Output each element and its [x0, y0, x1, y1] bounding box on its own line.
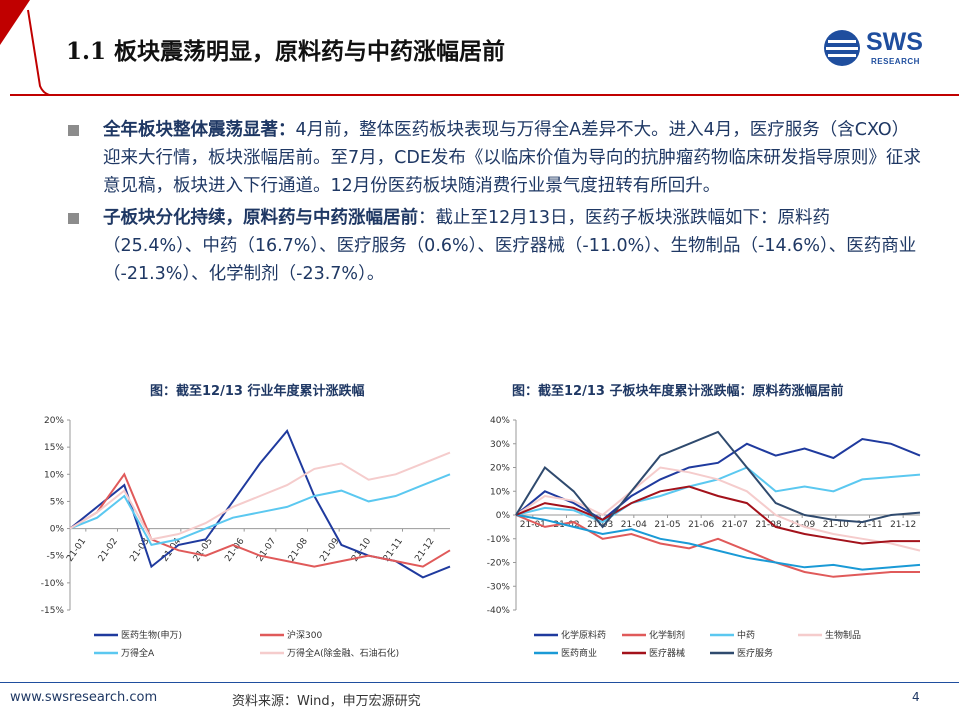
footer-divider: [0, 682, 959, 683]
series-line-2: [69, 473, 451, 547]
x-tick-label: 21-10: [823, 520, 849, 530]
y-tick-label: -30%: [487, 582, 511, 592]
legend-label: 万得全A: [121, 647, 155, 659]
legend-label: 沪深300: [287, 629, 322, 641]
y-tick-label: -20%: [487, 559, 511, 569]
title-bar-bg: [0, 0, 959, 96]
x-tick-label: 21-11: [856, 520, 882, 530]
bullet-item: 全年板块整体震荡显著：4月前，整体医药板块表现与万得全A差异不大。进入4月，医疗…: [66, 116, 926, 200]
sws-logo: SWS RESEARCH: [822, 24, 942, 74]
x-tick-label: 21-12: [890, 520, 916, 530]
x-tick-label: 21-01: [520, 520, 546, 530]
chart-2-title: 图：截至12/13 子板块年度累计涨跌幅：原料药涨幅居前: [512, 384, 844, 399]
x-tick-label: 21-08: [755, 520, 781, 530]
legend-label: 医疗服务: [737, 647, 773, 659]
y-tick-label: 10%: [490, 487, 510, 497]
bullet-text: ：截止至12月13日，医药子板块涨跌幅如下：原料药（25.4%）、中药（16.7…: [103, 208, 917, 284]
x-tick-label: 21-04: [621, 520, 647, 530]
series-line-1: [69, 472, 451, 568]
series-line-3: [69, 451, 451, 541]
x-tick-label: 21-05: [654, 520, 680, 530]
y-tick-label: 20%: [44, 416, 64, 426]
series-line-4: [515, 514, 921, 571]
y-tick-label: -5%: [46, 552, 64, 562]
legend-label: 医疗器械: [649, 647, 685, 659]
chart-1: 20%15%10%5%0%-5%-10%-15%21-01 21-02 21-03 2…: [41, 416, 451, 659]
y-tick-label: -40%: [487, 606, 511, 616]
logo-brand: SWS: [866, 28, 923, 56]
legend-label: 生物制品: [825, 629, 861, 641]
legend-label: 医药商业: [561, 647, 597, 659]
x-tick-label: 21-07: [722, 520, 748, 530]
page-title: 1.1 板块震荡明显，原料药与中药涨幅居前: [66, 38, 506, 65]
y-tick-label: 0%: [496, 511, 511, 521]
legend-label: 医药生物(申万): [121, 629, 182, 641]
y-tick-label: 30%: [490, 440, 510, 450]
y-tick-label: -15%: [41, 606, 65, 616]
logo-sub: RESEARCH: [871, 57, 920, 66]
page-number: 4: [912, 690, 920, 704]
y-tick-label: 10%: [44, 470, 64, 480]
bullet-text: 4月前，整体医药板块表现与万得全A差异不大。进入4月，医疗服务（含CXO）迎来大…: [103, 120, 921, 196]
x-tick-label: 21-08: [287, 536, 310, 563]
series-line-0: [515, 437, 921, 522]
chart-2: 40%30%20%10%0%-10%-20%-30%-40%21-01 21-02…: [487, 416, 921, 659]
y-tick-label: 0%: [50, 525, 65, 535]
chart-1-title: 图：截至12/13 行业年度累计涨跌幅: [150, 384, 365, 399]
x-tick-label: 21-06: [688, 520, 714, 530]
bullet-square-icon: [68, 125, 79, 136]
legend-label: 化学原料药: [561, 629, 606, 641]
y-tick-label: -10%: [487, 535, 511, 545]
y-tick-label: 5%: [50, 497, 65, 507]
x-tick-label: 21-02: [97, 537, 120, 564]
footer-source: 资料来源：Wind，申万宏源研究: [232, 694, 421, 709]
sws-logo-icon: [824, 30, 860, 66]
legend-label: 化学制剂: [649, 629, 685, 641]
bullet-square-icon: [68, 213, 79, 224]
legend-label: 万得全A(除金融、石油石化): [287, 647, 399, 659]
footer-url[interactable]: www.swsresearch.com: [10, 690, 158, 705]
bullet-list: 全年板块整体震荡显著：4月前，整体医药板块表现与万得全A差异不大。进入4月，医疗…: [66, 116, 926, 292]
series-line-3: [515, 466, 921, 552]
series-line-5: [515, 485, 920, 545]
y-tick-label: -10%: [41, 579, 65, 589]
x-tick-label: 21-01: [65, 537, 88, 564]
bullet-item: 子板块分化持续，原料药与中药涨幅居前：截止至12月13日，医药子板块涨跌幅如下：…: [66, 204, 926, 288]
y-tick-label: 20%: [490, 464, 510, 474]
y-tick-label: 40%: [490, 416, 510, 426]
bullet-lead: 子板块分化持续，原料药与中药涨幅居前: [103, 208, 418, 228]
series-line-1: [515, 514, 920, 578]
series-line-6: [515, 430, 921, 529]
y-tick-label: 15%: [44, 443, 64, 453]
bullet-lead: 全年板块整体震荡显著：: [103, 120, 296, 140]
legend-label: 中药: [737, 629, 755, 641]
